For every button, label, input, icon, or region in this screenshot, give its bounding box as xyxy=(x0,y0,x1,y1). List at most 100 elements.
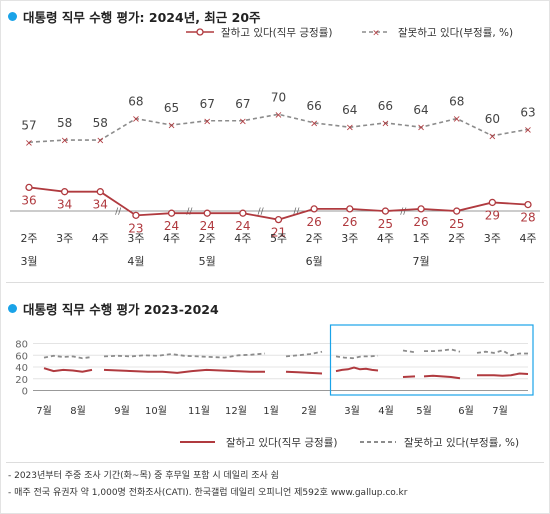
positive-point-marker xyxy=(239,209,247,217)
x-month-label: 12월 xyxy=(225,405,247,417)
negative-series-segment xyxy=(402,349,416,354)
positive-point-marker xyxy=(453,207,461,215)
x-tick-label: 4주 xyxy=(234,232,251,245)
month-label: 3월 xyxy=(20,255,37,268)
positive-data-label: 21 xyxy=(271,226,286,240)
positive-point-marker xyxy=(346,205,354,213)
positive-point-marker xyxy=(132,211,140,220)
positive-point-marker xyxy=(310,205,318,213)
x-tick-label: 4주 xyxy=(92,232,109,245)
y-tick-label: 20 xyxy=(15,375,28,386)
x-tick-label: 4주 xyxy=(519,232,536,245)
negative-point-marker: × xyxy=(96,136,104,147)
negative-data-label: 68 xyxy=(128,95,143,109)
negative-data-label: 70 xyxy=(271,90,286,104)
section-divider xyxy=(6,282,544,283)
x-month-label: 8월 xyxy=(70,405,86,417)
y-tick-label: 60 xyxy=(15,351,28,362)
legend-positive-marker xyxy=(196,28,204,36)
legend-negative-label: 잘못하고 있다(부정률, %) xyxy=(398,26,513,39)
x-month-label: 5월 xyxy=(416,405,432,417)
negative-point-marker: × xyxy=(274,110,282,121)
x-tick-label: 3주 xyxy=(484,232,501,245)
negative-point-marker: × xyxy=(310,118,318,129)
positive-point-marker xyxy=(60,188,69,196)
negative-data-label: 68 xyxy=(449,95,464,109)
x-month-label: 7월 xyxy=(36,405,52,417)
negative-series-segment xyxy=(43,354,93,360)
positive-series-segment xyxy=(423,374,461,380)
x-tick-label: 2주 xyxy=(448,232,465,245)
positive-data-label: 25 xyxy=(449,217,464,231)
positive-series-segment xyxy=(285,370,323,375)
negative-data-label: 63 xyxy=(520,105,535,119)
positive-series-segment xyxy=(103,368,265,374)
footnotes: - 2023년부터 주중 조사 기간(화~목) 중 후무일 포함 시 데일리 조… xyxy=(8,468,407,502)
legend-positive-label: 잘하고 있다(직무 긍정률) xyxy=(221,26,332,39)
positive-data-label: 23 xyxy=(128,221,143,235)
axis-break-mark: // xyxy=(186,207,193,217)
positive-point-marker xyxy=(203,209,211,217)
bullet-icon xyxy=(8,12,17,21)
x-tick-label: 3주 xyxy=(341,232,358,245)
positive-data-label: 26 xyxy=(307,215,322,229)
positive-data-label: 29 xyxy=(485,208,500,222)
positive-point-marker xyxy=(274,215,283,224)
negative-point-marker: × xyxy=(60,136,68,147)
y-tick-label: 80 xyxy=(15,340,28,351)
positive-data-label: 26 xyxy=(342,215,357,229)
negative-data-label: 67 xyxy=(200,97,215,111)
negative-point-marker: × xyxy=(488,131,496,142)
x-tick-label: 3주 xyxy=(127,232,144,245)
axis-break-mark: // xyxy=(115,207,122,217)
negative-data-label: 66 xyxy=(307,99,322,113)
x-month-label: 10월 xyxy=(145,405,167,417)
month-label: 6월 xyxy=(306,255,323,268)
footnote-2: - 매주 전국 유권자 약 1,000명 전화조사(CATI). 한국갤럽 데일… xyxy=(8,488,408,498)
positive-data-label: 34 xyxy=(93,198,108,212)
x-tick-label: 4주 xyxy=(163,232,180,245)
negative-point-marker: × xyxy=(381,118,389,129)
x-tick-label: 2주 xyxy=(306,232,323,245)
negative-series-line xyxy=(28,113,529,144)
positive-data-label: 36 xyxy=(21,193,36,207)
negative-point-marker: × xyxy=(239,116,247,127)
month-label: 7월 xyxy=(413,255,430,268)
x-month-label: 1월 xyxy=(263,405,279,417)
legend2-negative-label: 잘못하고 있다(부정률, %) xyxy=(404,436,519,449)
positive-point-marker xyxy=(381,207,390,215)
negative-point-marker: × xyxy=(203,116,211,127)
x-tick-label: 4주 xyxy=(377,232,394,245)
positive-point-marker xyxy=(524,200,532,209)
chart2-title: 대통령 직무 수행 평가 2023-2024 xyxy=(8,299,219,318)
positive-data-label: 24 xyxy=(164,219,179,233)
y-tick-label: 0 xyxy=(22,387,28,398)
x-month-label: 7월 xyxy=(492,405,508,417)
x-tick-label: 2주 xyxy=(199,232,216,245)
chart1-title: 대통령 직무 수행 평가: 2024년, 최근 20주 xyxy=(8,7,261,26)
negative-data-label: 67 xyxy=(235,97,250,111)
legend-negative-marker: × xyxy=(372,29,380,39)
positive-point-marker xyxy=(417,205,425,213)
positive-series-segment xyxy=(335,366,379,373)
bullet-icon xyxy=(8,304,17,313)
x-month-label: 3월 xyxy=(344,405,360,417)
x-month-label: 6월 xyxy=(458,405,474,417)
negative-point-marker: × xyxy=(524,125,532,136)
x-month-label: 2월 xyxy=(301,405,317,417)
negative-series-segment xyxy=(285,350,323,358)
positive-series-segment xyxy=(402,375,416,378)
positive-point-marker xyxy=(167,209,176,217)
negative-data-label: 57 xyxy=(21,118,36,132)
x-tick-label: 2주 xyxy=(20,232,37,245)
positive-data-label: 26 xyxy=(413,215,428,229)
negative-data-label: 64 xyxy=(342,103,357,117)
positive-data-label: 24 xyxy=(200,219,215,233)
month-label: 4월 xyxy=(127,255,144,268)
month-label: 5월 xyxy=(199,255,216,268)
negative-point-marker: × xyxy=(453,114,461,125)
x-tick-label: 5주 xyxy=(270,232,287,245)
negative-series-segment xyxy=(103,352,266,359)
y-tick-label: 40 xyxy=(15,363,28,374)
